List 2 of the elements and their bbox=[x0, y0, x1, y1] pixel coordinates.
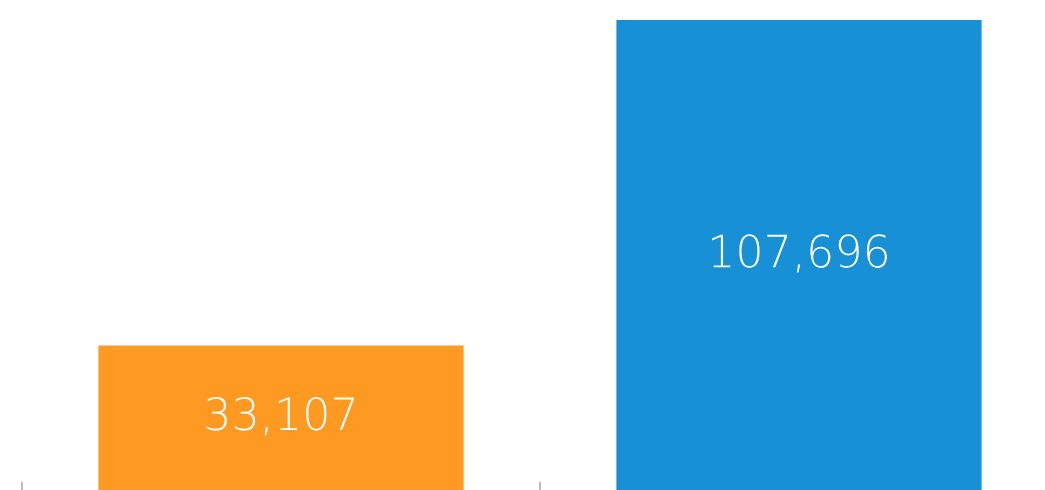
data-label: 107,696 bbox=[711, 234, 888, 273]
data-label: 33,107 bbox=[206, 397, 354, 436]
